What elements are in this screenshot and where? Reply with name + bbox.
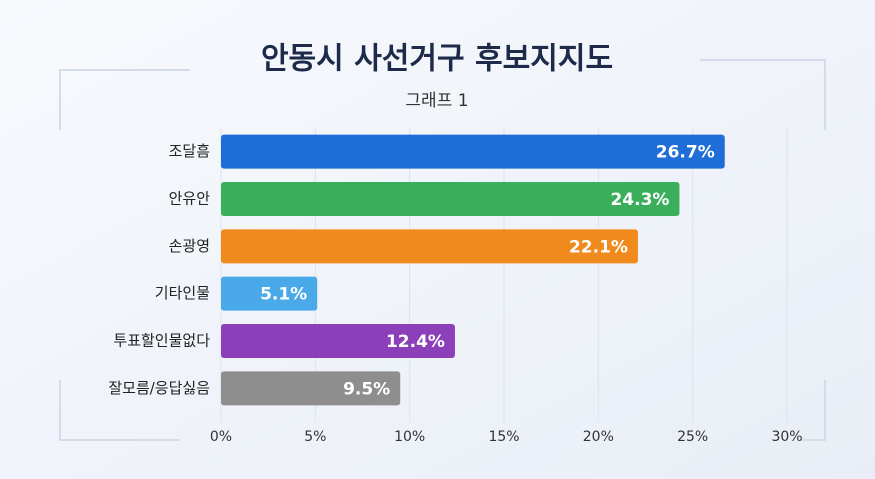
bar bbox=[221, 182, 680, 216]
x-tick-label: 30% bbox=[771, 429, 802, 445]
x-tick-label: 25% bbox=[677, 429, 708, 445]
value-label: 5.1% bbox=[260, 285, 307, 305]
bar bbox=[221, 371, 401, 406]
y-tick-label: 안유안 bbox=[169, 190, 211, 208]
chart-subtitle: 그래프 1 bbox=[405, 91, 468, 111]
y-tick-label: 조달흠 bbox=[169, 142, 210, 160]
bar bbox=[221, 324, 455, 358]
y-tick-label: 기타인물 bbox=[155, 284, 210, 302]
y-tick-label: 잘모름/응답싫음 bbox=[108, 379, 210, 397]
bar bbox=[221, 229, 638, 264]
chart-title: 안동시 사선거구 후보지지도 bbox=[261, 42, 613, 77]
y-tick-label: 손광영 bbox=[169, 237, 210, 255]
bar bbox=[221, 134, 725, 169]
value-label: 26.7% bbox=[656, 143, 715, 163]
y-tick-label: 투표할인물없다 bbox=[113, 332, 210, 350]
x-tick-label: 0% bbox=[210, 429, 232, 445]
value-label: 22.1% bbox=[569, 237, 628, 257]
frame bbox=[59, 59, 826, 441]
x-tick-label: 20% bbox=[583, 429, 614, 445]
value-label: 12.4% bbox=[386, 332, 445, 352]
x-tick-label: 15% bbox=[488, 429, 519, 445]
value-label: 24.3% bbox=[610, 190, 669, 210]
value-label: 9.5% bbox=[343, 379, 390, 399]
bar bbox=[221, 276, 318, 311]
x-tick-label: 10% bbox=[394, 429, 425, 445]
x-tick-label: 5% bbox=[304, 429, 326, 445]
